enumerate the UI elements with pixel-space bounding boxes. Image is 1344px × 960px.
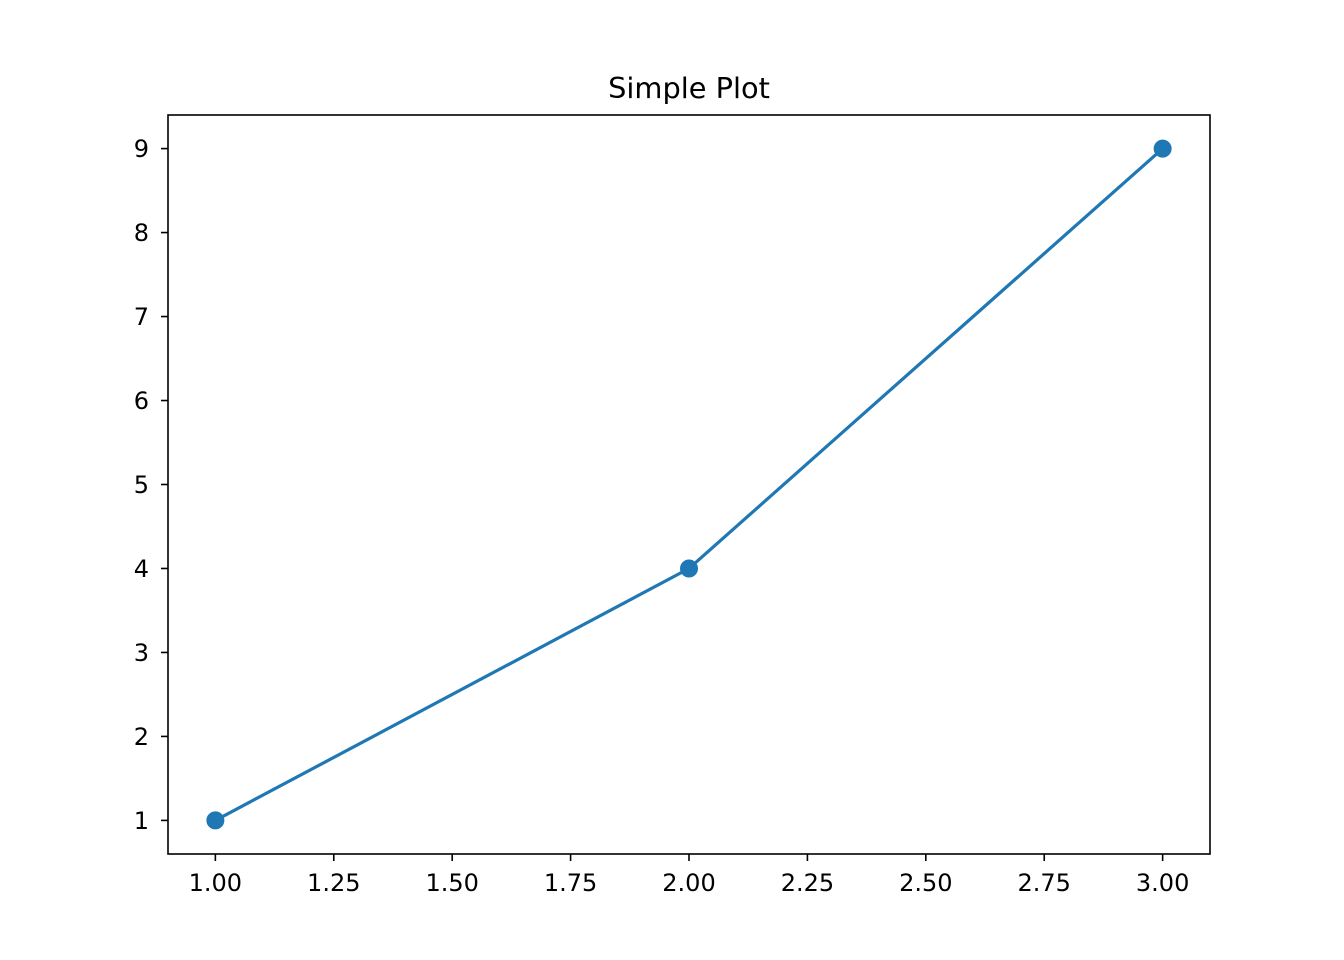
x-tick-label: 2.25	[781, 869, 834, 897]
y-tick-label: 2	[134, 723, 149, 751]
x-tick-label: 3.00	[1136, 869, 1189, 897]
x-axis-ticks: 1.00 1.25 1.50 1.75 2.00 2.25 2.50 2.75 3.00	[189, 854, 1189, 897]
x-tick-label: 1.25	[307, 869, 360, 897]
series-layer	[206, 139, 1172, 830]
y-tick-label: 1	[134, 807, 149, 835]
y-axis-ticks: 1 2 3 4 5 6 7 8 9	[134, 135, 168, 835]
chart-title: Simple Plot	[608, 71, 770, 105]
y-tick-label: 9	[134, 135, 149, 163]
data-point	[206, 811, 225, 830]
x-tick-label: 2.50	[899, 869, 952, 897]
y-tick-label: 7	[134, 303, 149, 331]
y-tick-label: 6	[134, 387, 149, 415]
data-point	[1153, 139, 1172, 158]
y-tick-label: 3	[134, 639, 149, 667]
x-tick-label: 1.00	[189, 869, 242, 897]
y-tick-label: 4	[134, 555, 149, 583]
y-tick-label: 5	[134, 471, 149, 499]
x-tick-label: 1.75	[544, 869, 597, 897]
x-tick-label: 1.50	[425, 869, 478, 897]
data-point	[680, 559, 698, 578]
x-tick-label: 2.75	[1018, 869, 1071, 897]
x-tick-label: 2.00	[662, 869, 715, 897]
plot-area-frame	[167, 114, 1211, 855]
y-tick-label: 8	[134, 219, 149, 247]
